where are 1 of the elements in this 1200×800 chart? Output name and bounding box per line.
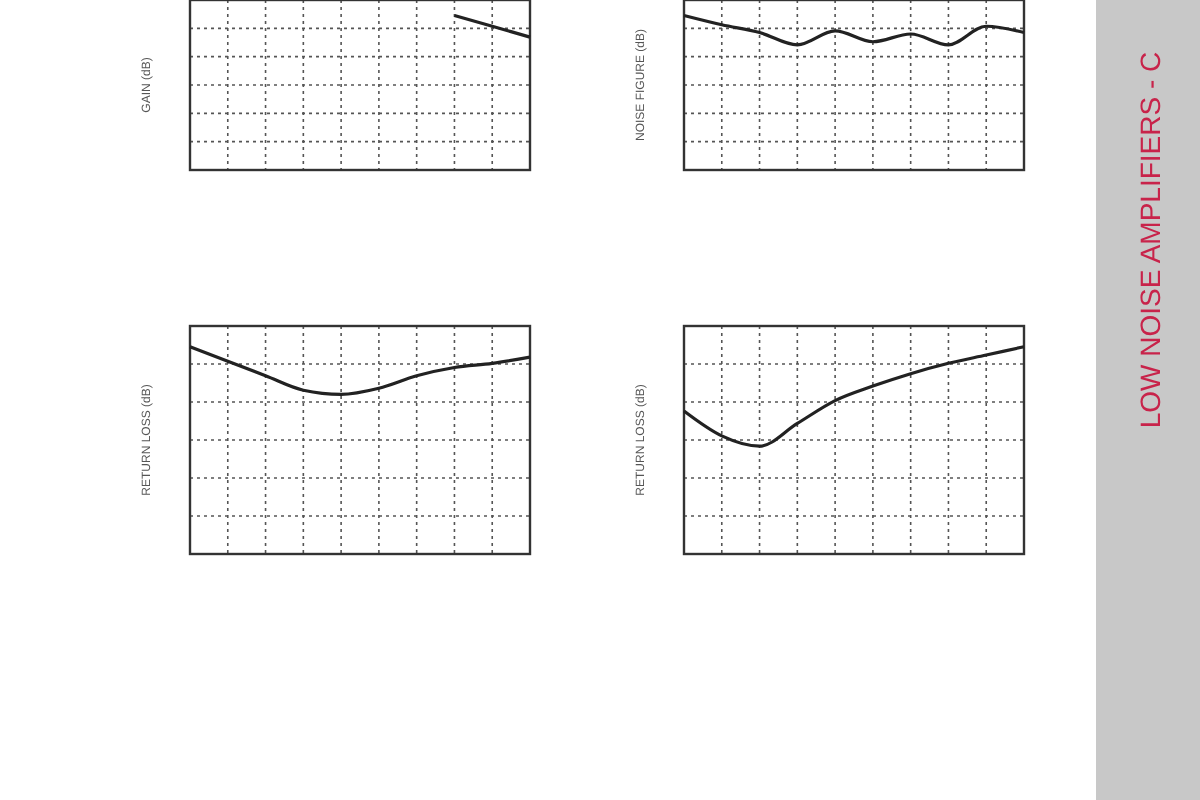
text: LOW NOISE AMPLIFIERS - C bbox=[1134, 51, 1166, 429]
